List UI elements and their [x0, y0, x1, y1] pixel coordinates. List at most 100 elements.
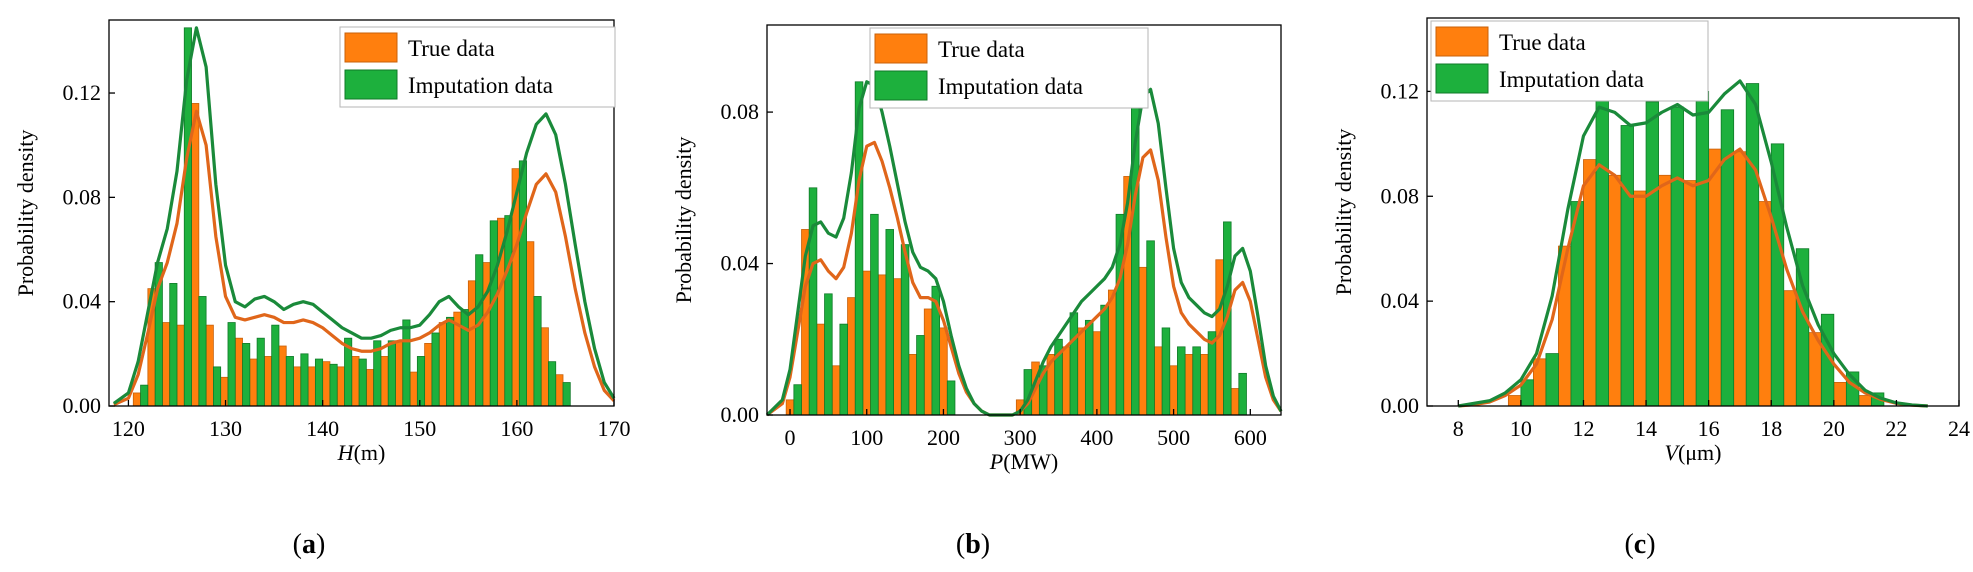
bar-a-true-8: [249, 358, 258, 407]
x-tick-label: 24: [1948, 416, 1970, 441]
plot-frame-a: [108, 19, 615, 407]
panel-a-bars: [132, 27, 571, 407]
bar-a-imputation-5: [212, 366, 222, 407]
bar-b-true-8: [908, 354, 917, 416]
panel-a-x-ticks: 120 130 140 150 160 170: [112, 400, 631, 441]
bar-a-true-10: [278, 345, 287, 407]
panel-b-x-unit: (MW): [1003, 449, 1058, 474]
bar-b-true-25: [1169, 365, 1178, 416]
x-tick-label: 8: [1453, 416, 1464, 441]
bar-b-true-7: [893, 278, 902, 416]
panel-a-curves: [112, 26, 616, 407]
panel-b-y-ticks: 0.00 0.04 0.08: [721, 99, 773, 427]
panel-a-caption: (a): [293, 529, 326, 560]
panel-a-legend: True data Imputation data: [339, 26, 616, 108]
panel-b-axes: [766, 24, 1282, 416]
x-tick-label: 120: [112, 416, 145, 441]
panel-a-x-label: H(m): [337, 440, 386, 465]
bar-b-imputation-3: [839, 323, 848, 416]
x-tick-label: 130: [209, 416, 242, 441]
bar-a-true-20: [424, 343, 433, 407]
x-tick-label: 500: [1157, 425, 1190, 450]
panel-b-caption: (b): [956, 529, 990, 560]
bar-b-imputation-25: [1177, 346, 1186, 416]
bar-b-true-19: [1077, 327, 1086, 416]
bar-b-imputation-29: [1238, 372, 1247, 416]
bar-a-imputation-11: [300, 353, 309, 407]
curve-b-true: [766, 140, 1283, 417]
x-tick-label: 140: [306, 416, 339, 441]
bar-a-imputation-26: [518, 160, 527, 407]
bar-b-true-4: [847, 297, 856, 416]
bar-b-true-26: [1184, 354, 1194, 416]
panel-b-x-label: P(MW): [989, 449, 1058, 474]
bar-a-true-6: [220, 376, 229, 407]
bar-a-true-4: [191, 103, 200, 407]
y-tick-label: 0.08: [1381, 183, 1420, 208]
panel-c-bars: [1507, 83, 1885, 407]
bar-a-imputation-23: [475, 254, 484, 407]
bar-c-true-8: [1708, 148, 1722, 407]
bar-c-true-7: [1683, 180, 1697, 407]
panel-c: 8 10 12 14 16 18 20 22 24 0.00 0.04 0.08 0.12 Proba…: [1331, 17, 1970, 560]
bar-a-imputation-25: [504, 215, 513, 407]
bar-b-imputation-0: [793, 384, 802, 416]
panel-c-x-label: V(μm): [1664, 440, 1721, 465]
x-tick-label: 100: [850, 425, 883, 450]
bar-b-imputation-1: [808, 187, 818, 416]
bar-b-imputation-18: [1069, 312, 1079, 416]
x-tick-label: 200: [927, 425, 960, 450]
panel-b-x-ticks: 0 100 200 300 400 500 600: [785, 409, 1267, 450]
x-tick-label: 12: [1572, 416, 1594, 441]
panel-a-y-label: Probability density: [13, 130, 38, 297]
bar-a-imputation-20: [431, 332, 440, 407]
legend-swatch-true: [874, 33, 928, 64]
bar-a-true-17: [380, 356, 389, 407]
bar-b-imputation-24: [1161, 327, 1171, 416]
bar-a-true-2: [162, 322, 171, 407]
bar-b-imputation-6: [885, 229, 894, 416]
legend-label-imputation: Imputation data: [1499, 67, 1644, 92]
panel-a-x-variable: H: [337, 440, 355, 465]
bar-c-imputation-7: [1695, 91, 1710, 407]
y-tick-label: 0.00: [721, 402, 760, 427]
bar-c-true-9: [1733, 151, 1747, 407]
bar-c-true-11: [1783, 290, 1797, 407]
y-tick-label: 0.04: [1381, 288, 1420, 313]
panel-b-legend: True data Imputation data: [869, 27, 1149, 109]
bar-a-true-19: [409, 371, 418, 407]
x-tick-label: 22: [1885, 416, 1907, 441]
legend-label-true: True data: [1499, 30, 1586, 55]
x-tick-label: 400: [1080, 425, 1113, 450]
curve-a-imputation: [112, 26, 616, 405]
panel-c-curves: [1458, 79, 1928, 408]
bar-a-imputation-4: [198, 296, 207, 407]
bar-a-true-12: [307, 366, 316, 407]
bar-a-imputation-8: [256, 337, 265, 407]
panel-c-caption: (c): [1624, 529, 1655, 560]
panel-c-x-unit: (μm): [1678, 440, 1722, 465]
legend-swatch-true: [1435, 26, 1489, 57]
bar-a-imputation-18: [402, 319, 411, 407]
y-tick-label: 0.12: [1381, 78, 1420, 103]
bar-b-imputation-19: [1084, 319, 1094, 416]
bar-b-true-9: [923, 308, 933, 416]
bar-a-imputation-15: [358, 358, 367, 407]
x-tick-label: 300: [1004, 425, 1037, 450]
bar-a-imputation-12: [314, 358, 324, 407]
panel-b-caption-letter: b: [965, 529, 981, 560]
legend-label-imputation: Imputation data: [408, 73, 553, 98]
panel-b-curves: [765, 80, 1283, 417]
bar-c-imputation-6: [1670, 106, 1685, 407]
bar-b-true-29: [1230, 388, 1240, 416]
bar-c-true-6: [1658, 174, 1672, 407]
bar-b-true-27: [1200, 354, 1209, 416]
bar-b-true-2: [816, 323, 825, 416]
bar-c-true-13: [1833, 382, 1847, 407]
plot-frame-c: [1426, 17, 1960, 407]
bar-a-true-21: [438, 322, 447, 407]
y-tick-label: 0.12: [63, 80, 102, 105]
curve-c-true: [1458, 147, 1928, 408]
x-tick-label: 20: [1823, 416, 1845, 441]
bar-a-imputation-27: [533, 296, 542, 407]
